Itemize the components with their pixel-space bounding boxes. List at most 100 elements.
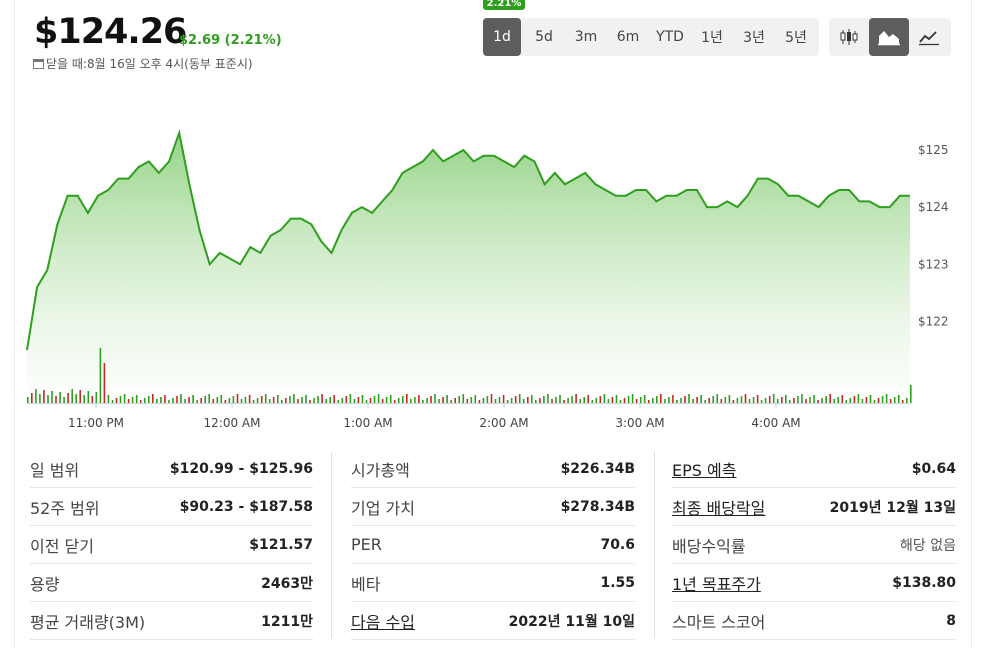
stat-row: 이전 닫기 $121.57 <box>30 526 313 564</box>
volume-bar <box>869 395 872 403</box>
volume-bar <box>285 398 287 403</box>
stat-label[interactable]: 1년 목표주가 <box>672 574 761 594</box>
stat-label: 스마트 스코어 <box>672 612 766 632</box>
column-divider <box>331 452 332 638</box>
stat-value: $0.64 <box>911 460 956 477</box>
volume-bar <box>486 396 489 403</box>
volume-bar <box>587 395 589 403</box>
volume-bar <box>611 397 614 403</box>
volume-bar <box>893 397 896 403</box>
volume-bar <box>531 395 533 403</box>
volume-bar <box>277 395 279 403</box>
volume-bar <box>668 397 670 403</box>
stat-label: PER <box>351 535 382 554</box>
range-3m[interactable]: 3m <box>574 29 598 45</box>
candlestick-button[interactable] <box>829 18 869 56</box>
stat-value: 70.6 <box>600 536 635 553</box>
volume-bar <box>450 400 452 403</box>
range-5y[interactable]: 5년 <box>785 30 807 46</box>
volume-bar <box>293 394 295 403</box>
stat-label[interactable]: EPS 예측 <box>672 460 737 480</box>
volume-bar <box>776 399 779 403</box>
column-divider <box>654 452 655 638</box>
volume-bar <box>510 398 513 403</box>
volume-bar <box>736 398 739 403</box>
left-border <box>14 0 15 648</box>
volume-bar <box>643 395 646 403</box>
stat-row[interactable]: 다음 수입 2022년 11월 10일 <box>351 602 635 640</box>
volume-bar <box>482 398 485 403</box>
volume-bar <box>906 398 908 403</box>
range-5d[interactable]: 5d <box>535 29 553 45</box>
volume-bar <box>857 394 860 403</box>
y-tick-label: $124 <box>918 200 949 214</box>
volume-bar <box>781 397 783 403</box>
volume-bar <box>79 390 81 403</box>
stat-row: 용량 2463만 <box>30 564 313 602</box>
stat-label[interactable]: 최종 배당락일 <box>672 498 766 518</box>
y-tick-label: $125 <box>918 143 949 157</box>
volume-bar <box>547 394 549 403</box>
stat-row[interactable]: 1년 목표주가 $138.80 <box>672 564 956 602</box>
price-chart[interactable]: $125 $124 $123 $122 11:00 PM 12:00 AM 1:00 AM 2… <box>0 90 986 435</box>
volume-bar <box>688 394 690 403</box>
stat-label[interactable]: 다음 수입 <box>351 612 415 632</box>
volume-bar <box>458 396 460 403</box>
volume-bar <box>123 394 126 403</box>
x-tick-label: 12:00 AM <box>204 416 261 430</box>
volume-bar <box>402 396 404 403</box>
volume-bar <box>716 394 719 403</box>
stat-row[interactable]: EPS 예측 $0.64 <box>672 450 956 488</box>
volume-bar <box>603 394 606 403</box>
stat-value: $90.23 - $187.58 <box>179 498 313 515</box>
volume-bar <box>724 397 727 403</box>
range-3y[interactable]: 3년 <box>743 30 765 46</box>
range-6m[interactable]: 6m <box>616 29 640 45</box>
volume-bar <box>881 396 884 403</box>
volume-bar <box>71 389 73 403</box>
volume-bar <box>446 395 448 403</box>
volume-bar <box>260 396 263 403</box>
volume-bar <box>454 398 456 403</box>
volume-bar <box>744 394 747 403</box>
stat-value: 1.55 <box>600 574 635 591</box>
volume-bar <box>236 394 239 403</box>
stat-row[interactable]: 최종 배당락일 2019년 12월 13일 <box>672 488 956 526</box>
line-chart-button[interactable] <box>909 18 949 56</box>
volume-bar <box>841 395 844 403</box>
stat-value: 2019년 12월 13일 <box>829 499 956 516</box>
volume-bar <box>732 400 735 403</box>
volume-bar <box>139 400 142 403</box>
volume-bar <box>563 400 565 403</box>
y-tick-label: $122 <box>918 314 949 328</box>
range-selector: 1d 5d 3m 6m YTD 1년 3년 5년 <box>483 18 819 56</box>
volume-bar <box>63 397 65 403</box>
volume-bar <box>813 395 815 403</box>
volume-bar <box>152 394 154 403</box>
stat-row: 배당수익률 해당 없음 <box>672 526 956 564</box>
volume-bar <box>720 399 723 403</box>
volume-bar <box>865 397 868 403</box>
volume-bar <box>522 399 525 403</box>
volume-bar <box>410 399 412 403</box>
stat-label: 베타 <box>351 574 381 594</box>
range-1y[interactable]: 1년 <box>701 30 723 46</box>
volume-bar <box>377 394 380 403</box>
volume-bar <box>156 399 158 403</box>
volume-bar <box>180 394 182 403</box>
volume-bar <box>107 395 110 403</box>
volume-bar <box>837 397 839 403</box>
volume-bar <box>248 395 251 403</box>
stat-row: 베타 1.55 <box>351 564 635 602</box>
volume-bar <box>785 395 787 403</box>
volume-bar <box>696 397 698 403</box>
volume-bar <box>740 396 743 403</box>
volume-bar <box>75 394 77 403</box>
volume-bar <box>385 397 388 403</box>
line-chart-icon <box>919 31 939 46</box>
area-chart-button[interactable] <box>869 18 909 56</box>
range-1d[interactable]: 1d <box>483 18 521 56</box>
y-tick-label: $123 <box>918 257 949 271</box>
range-ytd[interactable]: YTD <box>656 29 684 45</box>
volume-bar <box>422 400 424 403</box>
